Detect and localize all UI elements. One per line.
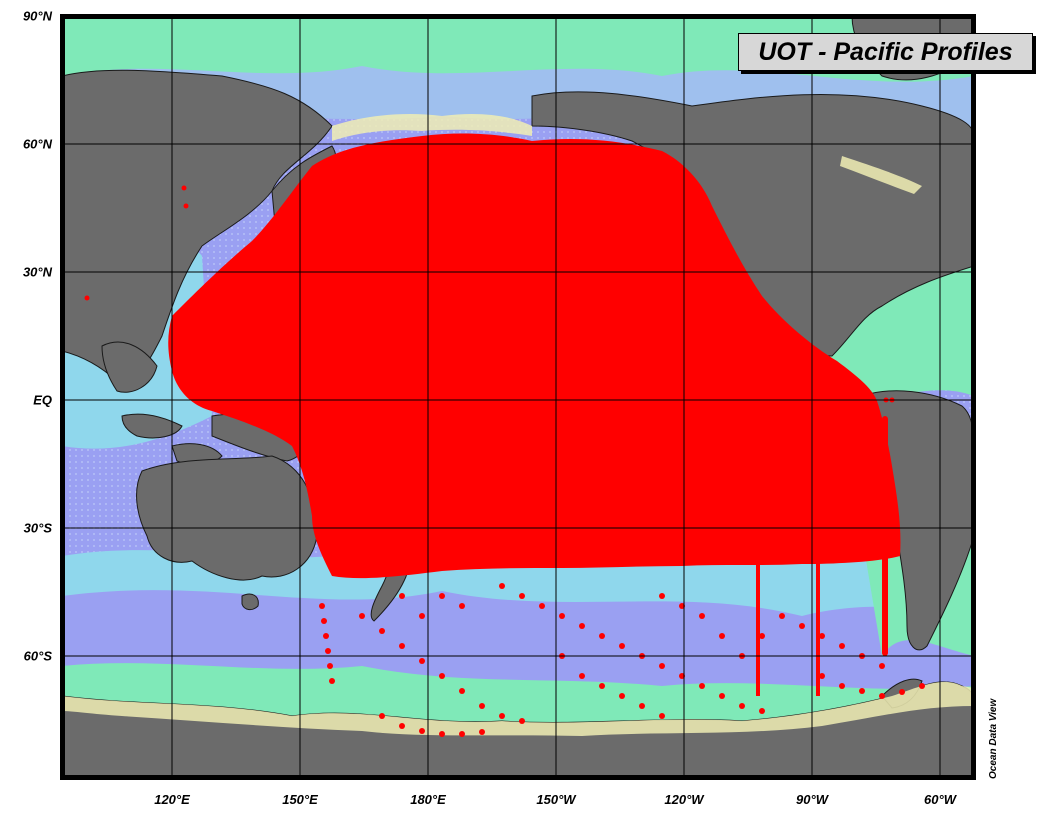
lat-label-30n: 30°N bbox=[22, 264, 52, 280]
lat-label-60n: 60°N bbox=[22, 136, 52, 152]
lat-label-eq: EQ bbox=[33, 392, 52, 408]
map-frame bbox=[60, 14, 976, 780]
lat-label-60s: 60°S bbox=[23, 648, 52, 664]
lon-label-60w: 60°W bbox=[924, 792, 956, 807]
lon-label-150w: 150°W bbox=[536, 792, 576, 807]
landmass-australia bbox=[136, 455, 318, 581]
profile-coverage bbox=[84, 133, 925, 737]
lon-label-120e: 120°E bbox=[154, 792, 190, 807]
lat-label-90n: 90°N bbox=[22, 8, 52, 24]
frame-ticks bbox=[62, 16, 974, 778]
lon-label-180e: 180°E bbox=[410, 792, 446, 807]
lon-label-120w: 120°W bbox=[664, 792, 704, 807]
graticule bbox=[62, 16, 974, 778]
ocean-data-view-credit: Ocean Data View bbox=[988, 698, 999, 779]
lon-label-150e: 150°E bbox=[282, 792, 318, 807]
lon-label-90w: 90°W bbox=[796, 792, 828, 807]
map-title: UOT - Pacific Profiles bbox=[738, 33, 1033, 71]
profile-coverage-main bbox=[168, 133, 901, 579]
shelf-tint bbox=[62, 114, 974, 736]
lat-label-30s: 30°S bbox=[23, 520, 52, 536]
ocean-map bbox=[62, 16, 974, 778]
